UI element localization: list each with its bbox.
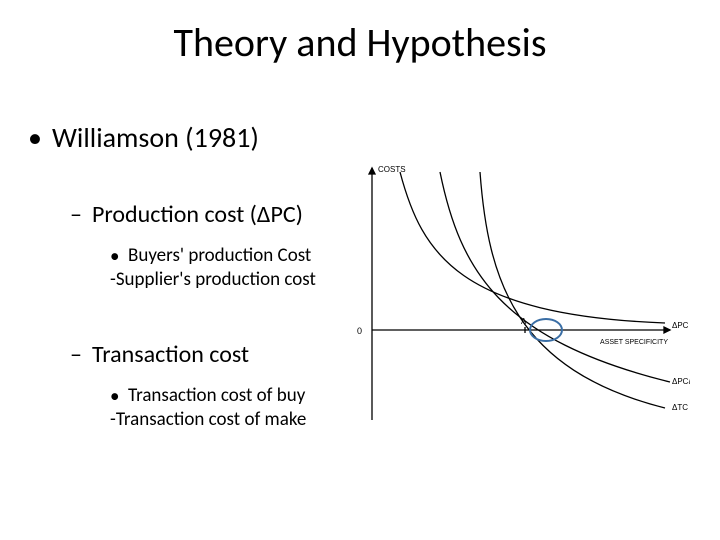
- bullet-supplier-prod-cost-text: -Supplier's production cost: [110, 268, 316, 291]
- svg-text:ΔPC: ΔPC: [672, 321, 689, 330]
- svg-text:ΔTC: ΔTC: [672, 403, 688, 412]
- bullet-dash: –: [70, 200, 82, 229]
- bullet-williamson-text: Williamson (1981): [52, 120, 259, 155]
- bullet-dot: •: [28, 120, 42, 155]
- bullet-supplier-prod-cost: -Supplier's production cost: [110, 268, 316, 291]
- bullet-tx-buy: • Transaction cost of buy: [110, 384, 305, 407]
- bullet-williamson: • Williamson (1981): [28, 120, 259, 155]
- bullet-buyers-prod-cost-text: Buyers' production Cost: [128, 244, 311, 267]
- bullet-dash: –: [70, 340, 82, 369]
- chart-svg: COSTS ASSET SPECIFICITY 0 A ΔPC ΔPCand ΔTC ΔTC: [330, 160, 690, 430]
- bullet-transaction-cost-text: Transaction cost: [92, 340, 249, 369]
- svg-text:A: A: [521, 317, 527, 326]
- bullet-transaction-cost: – Transaction cost: [70, 340, 249, 369]
- bullet-tx-buy-text: Transaction cost of buy: [128, 384, 305, 407]
- bullet-tx-make-text: -Transaction cost of make: [110, 408, 306, 431]
- bullet-dot-small: •: [110, 385, 119, 408]
- bullet-tx-make: -Transaction cost of make: [110, 408, 306, 431]
- slide-title: Theory and Hypothesis: [0, 18, 720, 67]
- cost-curves-chart: COSTS ASSET SPECIFICITY 0 A ΔPC ΔPCand ΔTC ΔTC: [330, 160, 690, 430]
- bullet-production-cost-text: Production cost (ΔPC): [92, 200, 303, 229]
- svg-text:ASSET SPECIFICITY: ASSET SPECIFICITY: [600, 339, 668, 346]
- svg-text:ΔPCand ΔTC: ΔPCand ΔTC: [672, 377, 690, 386]
- bullet-buyers-prod-cost: • Buyers' production Cost: [110, 244, 311, 267]
- bullet-dot-small: •: [110, 245, 119, 268]
- svg-text:COSTS: COSTS: [378, 165, 406, 174]
- bullet-production-cost: – Production cost (ΔPC): [70, 200, 303, 229]
- intersection-marker: [529, 318, 563, 342]
- svg-text:0: 0: [357, 326, 362, 336]
